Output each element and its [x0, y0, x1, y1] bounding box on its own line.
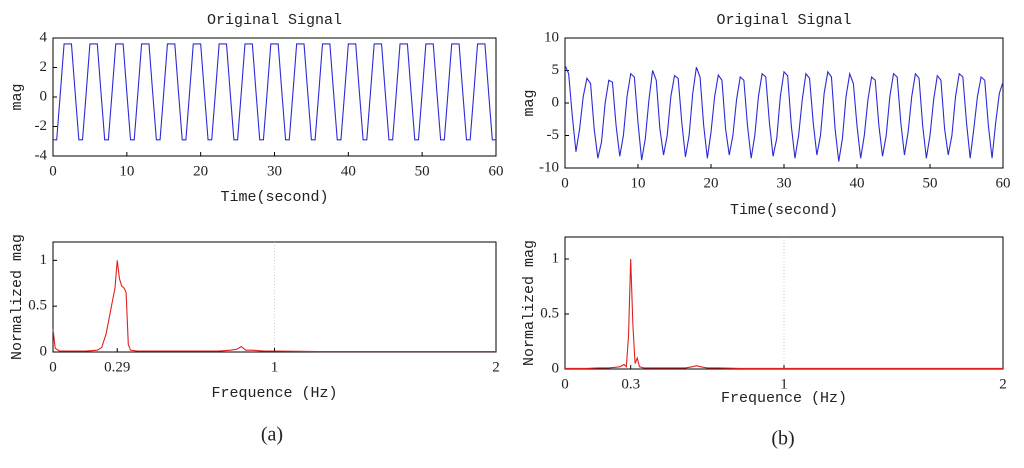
caption: (a)	[261, 424, 283, 446]
x-tick-label: 2	[492, 359, 500, 375]
y-tick-label: -10	[539, 159, 559, 175]
x-tick-label: 10	[631, 175, 646, 191]
caption: (b)	[771, 428, 794, 450]
x-tick-label: 50	[415, 163, 430, 179]
x-tick-label: 2	[999, 376, 1007, 392]
x-tick-label: 1	[780, 376, 788, 392]
x-tick-label: 0	[561, 175, 569, 191]
y-tick-label: 0.5	[540, 305, 559, 321]
x-tick-label: 0.29	[104, 359, 130, 375]
y-tick-label: 0	[40, 343, 48, 359]
y-tick-label: 2	[40, 59, 48, 75]
chart-title: Original Signal	[207, 12, 342, 29]
x-tick-label: 60	[996, 175, 1011, 191]
y-tick-label: -4	[35, 147, 48, 163]
x-tick-label: 0.3	[621, 376, 640, 392]
y-tick-label: -2	[35, 118, 48, 134]
x-tick-label: 30	[777, 175, 792, 191]
x-axis-label: Time(second)	[730, 202, 838, 219]
y-tick-label: 0.5	[28, 298, 47, 314]
y-tick-label: 1	[552, 250, 560, 266]
y-tick-label: 5	[552, 62, 560, 78]
y-axis-label: Normalized mag	[9, 234, 26, 360]
x-axis-label: Frequence (Hz)	[721, 390, 847, 407]
y-tick-label: 0	[552, 360, 560, 376]
x-tick-label: 50	[923, 175, 938, 191]
x-tick-label: 20	[704, 175, 719, 191]
x-tick-label: 10	[119, 163, 134, 179]
y-tick-label: 1	[40, 252, 48, 268]
line	[53, 43, 496, 141]
x-tick-label: 20	[193, 163, 208, 179]
y-tick-label: 10	[544, 29, 559, 45]
line	[564, 65, 1004, 162]
y-tick-label: 4	[40, 29, 48, 45]
y-tick-label: 0	[552, 94, 560, 110]
x-tick-label: 30	[267, 163, 282, 179]
x-tick-label: 0	[49, 359, 57, 375]
x-axis-label: Frequence (Hz)	[211, 385, 337, 402]
y-tick-label: -5	[547, 127, 560, 143]
plot-area	[52, 37, 497, 157]
plot-area	[564, 37, 1004, 169]
x-tick-label: 60	[489, 163, 504, 179]
y-tick-label: 0	[40, 88, 48, 104]
line	[565, 258, 1003, 369]
x-tick-label: 1	[271, 359, 279, 375]
y-axis-label: mag	[521, 89, 538, 116]
x-tick-label: 0	[49, 163, 57, 179]
x-tick-label: 40	[850, 175, 865, 191]
x-tick-label: 40	[341, 163, 356, 179]
chart-title: Original Signal	[716, 12, 851, 29]
x-axis-label: Time(second)	[220, 189, 328, 206]
line	[52, 260, 496, 353]
y-axis-label: Normalized mag	[521, 240, 538, 366]
x-tick-label: 0	[561, 376, 569, 392]
y-axis-label: mag	[9, 83, 26, 110]
